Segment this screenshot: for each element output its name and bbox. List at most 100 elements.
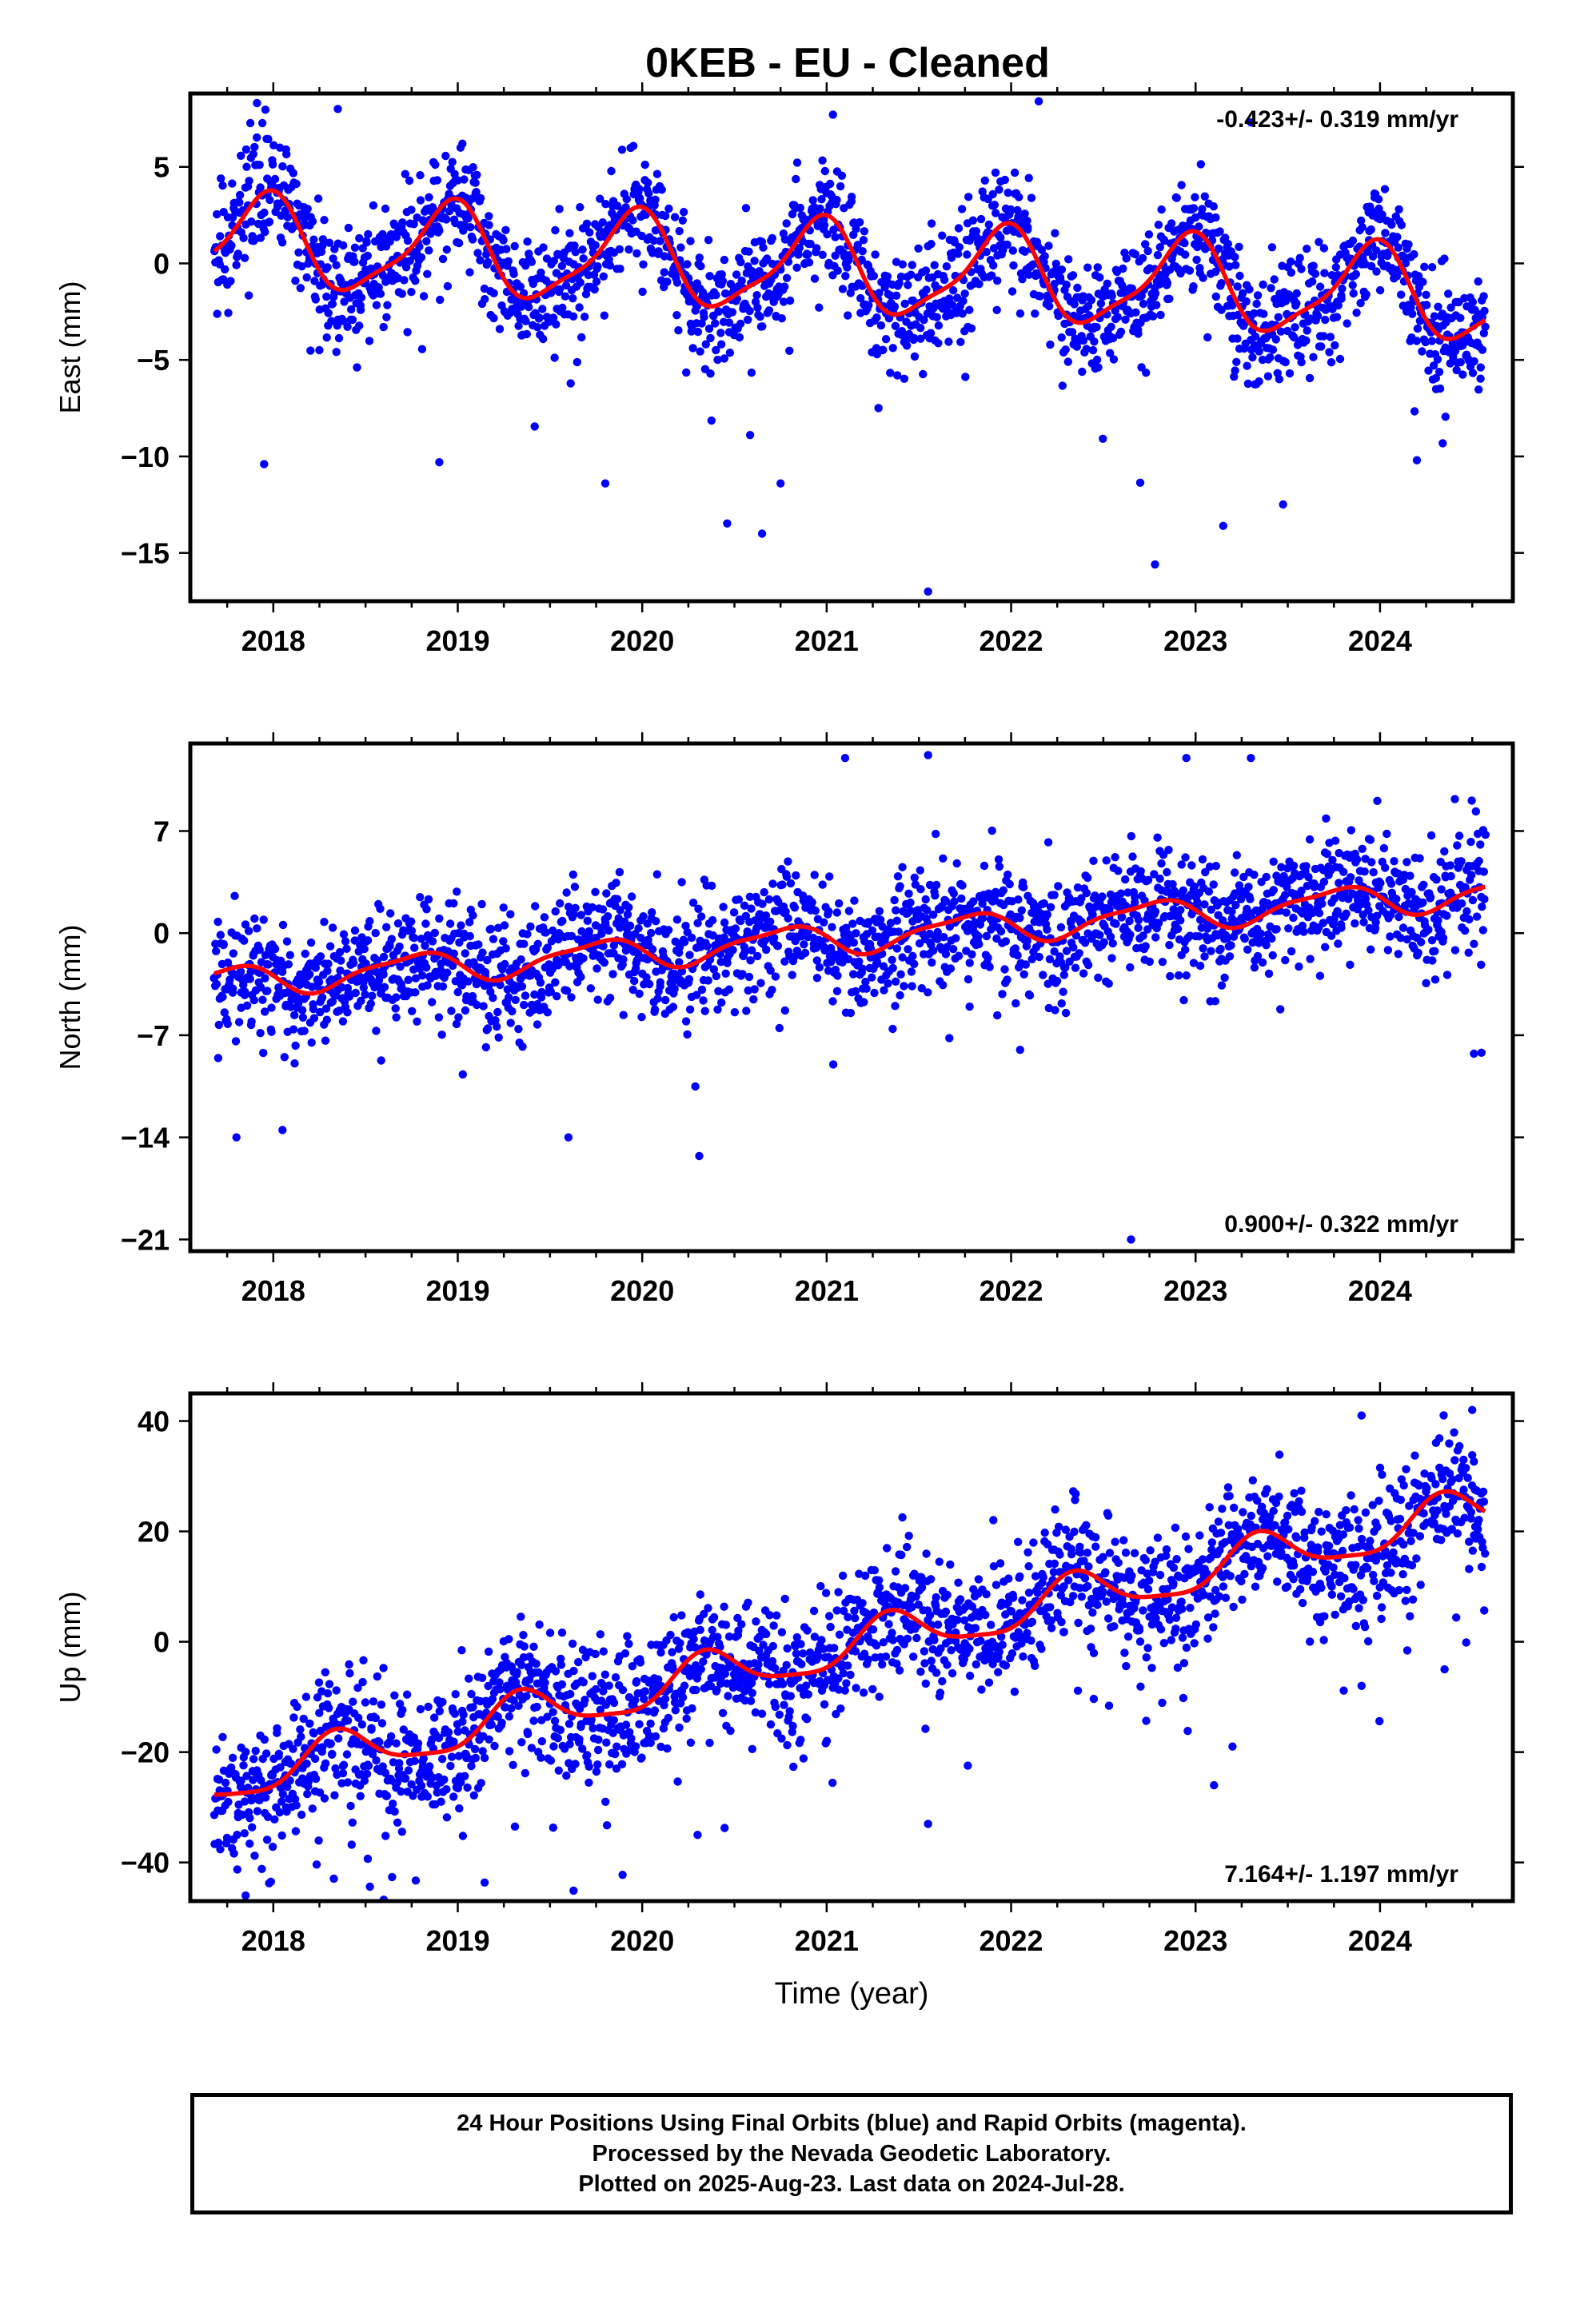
data-point — [825, 872, 833, 880]
data-point — [256, 1029, 264, 1037]
y-tick-label: 7 — [154, 815, 170, 847]
data-point — [910, 960, 918, 968]
data-point-outlier — [1413, 456, 1421, 464]
data-point — [953, 859, 961, 867]
data-point — [1376, 879, 1384, 887]
data-point — [387, 1732, 395, 1740]
data-point — [326, 943, 334, 951]
data-point — [1145, 230, 1153, 238]
data-point — [1252, 300, 1260, 308]
data-point — [928, 219, 936, 227]
data-point — [333, 1686, 341, 1694]
data-point — [470, 1792, 478, 1800]
data-point — [467, 1690, 475, 1698]
data-point — [1043, 911, 1051, 919]
data-point — [1422, 301, 1430, 309]
data-point — [1128, 852, 1136, 860]
data-point — [250, 996, 258, 1004]
data-point — [882, 335, 890, 343]
data-point — [398, 289, 406, 297]
data-point — [676, 227, 684, 235]
data-point — [418, 345, 426, 353]
data-point — [303, 1790, 311, 1798]
data-point — [291, 1042, 299, 1050]
data-point — [1337, 923, 1345, 931]
data-point — [1053, 977, 1061, 985]
data-point — [458, 140, 466, 148]
data-point — [433, 176, 441, 184]
data-point — [1327, 358, 1335, 366]
data-point — [1311, 269, 1319, 277]
data-point — [341, 937, 349, 945]
data-point — [1437, 885, 1445, 893]
data-point — [554, 1734, 562, 1742]
data-point — [265, 196, 273, 204]
data-point — [594, 995, 602, 1003]
data-point — [357, 306, 365, 314]
data-point — [364, 1855, 372, 1863]
data-point — [220, 940, 228, 948]
data-point — [1165, 941, 1173, 949]
data-point — [1262, 941, 1270, 949]
data-point — [392, 1740, 400, 1748]
data-point — [1246, 895, 1254, 903]
data-point — [993, 1011, 1001, 1019]
data-point — [731, 1008, 739, 1016]
data-point — [1442, 413, 1450, 421]
data-point — [751, 985, 759, 993]
data-point — [569, 1887, 577, 1895]
data-point — [700, 313, 708, 321]
data-point — [1469, 298, 1477, 306]
data-point — [644, 179, 652, 187]
data-point — [461, 1772, 469, 1780]
data-point — [531, 902, 539, 910]
data-point — [722, 970, 730, 978]
data-point — [680, 208, 688, 216]
data-point — [985, 221, 993, 229]
data-point — [705, 272, 713, 280]
data-point — [892, 292, 900, 300]
plot-frame — [190, 94, 1513, 601]
data-point-outlier — [435, 458, 443, 466]
data-point — [213, 309, 221, 317]
data-point — [294, 249, 302, 257]
data-point — [1092, 323, 1100, 331]
data-point — [1200, 952, 1208, 960]
data-point — [1408, 310, 1416, 318]
data-point — [1276, 1005, 1284, 1013]
data-point — [696, 348, 704, 356]
data-point — [695, 1152, 703, 1160]
data-point — [1107, 323, 1115, 331]
data-point — [502, 245, 510, 253]
data-point — [562, 1772, 570, 1780]
data-point — [363, 1770, 371, 1778]
data-point — [1199, 944, 1207, 952]
data-point — [1023, 223, 1031, 231]
data-point — [416, 893, 424, 901]
data-point — [1069, 271, 1077, 279]
data-point — [550, 353, 558, 361]
data-point — [533, 323, 541, 331]
data-point — [1283, 908, 1291, 916]
data-point — [345, 1669, 353, 1677]
data-point — [271, 945, 279, 953]
data-point — [264, 960, 272, 968]
data-point — [1422, 979, 1430, 987]
data-point — [290, 1011, 298, 1019]
data-point — [1380, 844, 1388, 852]
data-point — [1435, 368, 1443, 376]
data-point — [746, 431, 754, 439]
data-point — [329, 923, 337, 931]
data-point — [262, 1749, 270, 1757]
data-point — [547, 1756, 555, 1764]
data-point — [569, 871, 577, 879]
data-point — [329, 1875, 337, 1883]
data-point — [792, 175, 800, 183]
data-point — [1352, 309, 1360, 317]
data-point — [965, 1003, 973, 1011]
data-point — [372, 1756, 380, 1764]
data-point — [1477, 363, 1485, 371]
data-point — [836, 182, 844, 190]
data-point — [1217, 279, 1225, 287]
